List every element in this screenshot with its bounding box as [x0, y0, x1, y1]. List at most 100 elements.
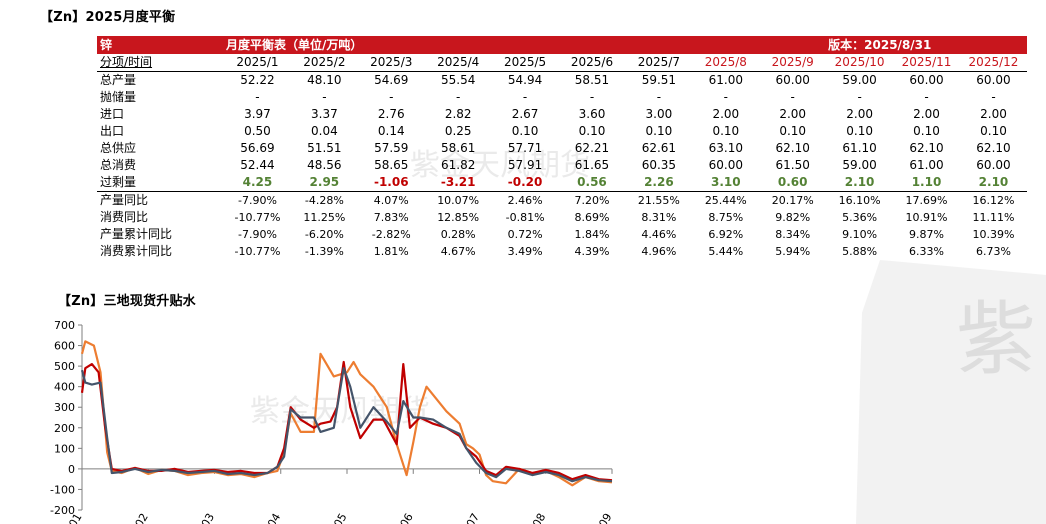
table-cell: 63.10	[708, 141, 743, 155]
table-cell: 60.00	[976, 73, 1011, 87]
table-cell: 57.91	[507, 158, 543, 172]
table-cell: -	[857, 90, 862, 104]
table-cell: 0.10	[846, 124, 873, 138]
x-tick-label: 25-08	[521, 511, 548, 524]
row-label: 总供应	[100, 141, 137, 155]
corner-label: 分项/时间	[97, 54, 224, 72]
table-cell: 52.22	[240, 73, 275, 87]
table-cell: 3.37	[311, 107, 338, 121]
table-cell: -	[322, 90, 327, 104]
table-cell: 5.88%	[842, 245, 878, 258]
row-label: 总产量	[100, 73, 137, 87]
table-cell: 2.10	[959, 174, 1027, 192]
table-row: 出口 0.50 0.04 0.14 0.25 0.10 0.10 0.10 0.10 0.10 0.…	[97, 123, 1027, 140]
table-cell: 10.91%	[905, 211, 948, 224]
table-cell: 4.07%	[373, 194, 409, 207]
x-tick-label: 25-05	[322, 511, 349, 524]
x-tick-label: 25-03	[190, 511, 217, 524]
table-cell: 0.10	[645, 124, 673, 138]
table-cell: 3.00	[645, 107, 673, 121]
column-header: 2025/3	[357, 54, 425, 72]
series-line-0	[80, 340, 613, 487]
table-cell: 5.44%	[708, 245, 744, 258]
y-tick-label: -200	[50, 504, 75, 517]
balance-table: 锌月度平衡表（单位/万吨） 版本：2025/8/31 分项/时间 2025/1 2025…	[97, 36, 1027, 260]
table-cell: 60.00	[708, 158, 743, 172]
table-cell: 8.69%	[574, 211, 610, 224]
table-cell: -10.77%	[234, 211, 281, 224]
table-cell: 0.50	[244, 124, 271, 138]
table-columns-row: 分项/时间 2025/1 2025/2 2025/3 2025/4 2025/5 2025/…	[97, 54, 1027, 72]
version-cell: 版本：2025/8/31	[826, 36, 1027, 54]
table-cell: 0.25	[444, 124, 472, 138]
table-cell: 3.60	[578, 107, 606, 121]
table-cell: 4.39%	[574, 245, 610, 258]
table-cell: -3.21	[424, 174, 492, 192]
table-cell: 0.10	[578, 124, 606, 138]
table-cell: 52.44	[240, 158, 275, 172]
table-cell: 60.35	[641, 158, 677, 172]
table-cell: 7.83%	[373, 211, 409, 224]
table-cell: -0.20	[491, 174, 559, 192]
row-label: 消费同比	[100, 210, 149, 224]
column-header: 2025/7	[625, 54, 693, 72]
table-cell: 58.65	[374, 158, 409, 172]
y-tick-label: 200	[54, 422, 75, 435]
table-cell: 56.69	[240, 141, 275, 155]
table-cell: 48.56	[307, 158, 342, 172]
table-cell: -1.06	[357, 174, 425, 192]
table-cell: 16.12%	[972, 194, 1015, 207]
table-cell: 2.00	[712, 107, 740, 121]
column-header: 2025/9	[759, 54, 827, 72]
table-cell: 59.51	[641, 73, 677, 87]
table-cell: 0.14	[377, 124, 405, 138]
table-cell: -	[589, 90, 595, 104]
table-cell: 54.69	[374, 73, 409, 87]
row-label: 产量累计同比	[100, 227, 173, 241]
table-cell: 61.50	[775, 158, 810, 172]
table-cell: 51.51	[307, 141, 342, 155]
table-row: 产量同比 -7.90% -4.28% 4.07% 10.07% 2.46% 7.20% 21.…	[97, 192, 1027, 210]
table-row: 进口 3.97 3.37 2.76 2.82 2.67 3.60 3.00 2.00 2.00 2.…	[97, 106, 1027, 123]
table-title: 【Zn】2025月度平衡	[40, 10, 176, 25]
table-cell: 3.10	[692, 174, 760, 192]
table-cell: 8.31%	[641, 211, 677, 224]
table-cell: 0.10	[712, 124, 740, 138]
column-header: 2025/11	[893, 54, 960, 72]
table-cell: 2.82	[444, 107, 472, 121]
table-cell: 58.51	[574, 73, 610, 87]
table-cell: 2.67	[511, 107, 539, 121]
table-cell: -0.81%	[505, 211, 545, 224]
table-cell: 0.10	[511, 124, 539, 138]
table-cell: -	[790, 90, 795, 104]
series-line-2	[80, 367, 613, 483]
table-row: 过剩量 4.25 2.95 -1.06 -3.21 -0.20 0.56 2.26 3.10 0.…	[97, 174, 1027, 192]
watermark-seal-glyph: 紫	[956, 293, 1036, 386]
table-cell: -	[456, 90, 461, 104]
table-row: 总供应 56.69 51.51 57.59 58.61 57.71 62.21 62.61 63…	[97, 140, 1027, 157]
table-cell: 58.61	[440, 141, 476, 155]
table-cell: 62.21	[574, 141, 610, 155]
table-cell: 2.00	[846, 107, 873, 121]
table-cell: 3.97	[244, 107, 271, 121]
table-cell: 54.94	[507, 73, 543, 87]
table-cell: 0.60	[759, 174, 827, 192]
row-label: 进口	[100, 107, 125, 121]
table-cell: 61.82	[440, 158, 476, 172]
table-cell: 57.71	[507, 141, 543, 155]
table-cell: 59.00	[842, 158, 877, 172]
table-row: 消费累计同比 -10.77% -1.39% 1.81% 4.67% 3.49% 4.39% 4…	[97, 243, 1027, 260]
table-cell: 8.75%	[708, 211, 744, 224]
table-cell: 20.17%	[771, 194, 814, 207]
x-tick-label: 25-09	[587, 511, 614, 524]
column-header: 2025/4	[424, 54, 492, 72]
table-cell: 0.56	[558, 174, 626, 192]
table-cell: -2.82%	[371, 228, 411, 241]
column-header: 2025/1	[224, 54, 291, 72]
table-cell: 57.59	[374, 141, 409, 155]
table-cell: 55.54	[440, 73, 476, 87]
table-cell: -10.77%	[234, 245, 281, 258]
watermark-seal	[856, 260, 1046, 524]
table-cell: 62.10	[775, 141, 810, 155]
table-cell: 25.44%	[704, 194, 747, 207]
